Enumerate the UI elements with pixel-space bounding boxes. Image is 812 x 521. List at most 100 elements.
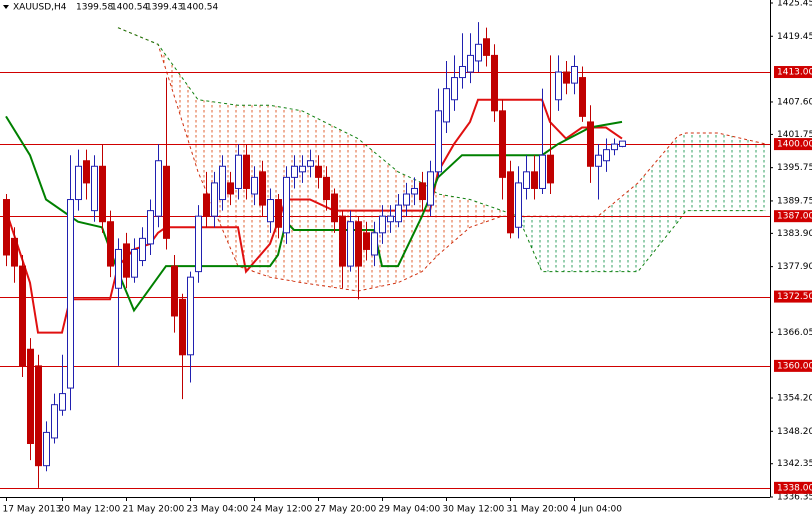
header: XAUUSD,H4 1399.58 1400.54 1399.43 1400.5…	[3, 3, 218, 13]
candle-body	[92, 166, 98, 210]
header-open: 1399.58	[76, 3, 113, 13]
candle-body	[612, 144, 618, 150]
symbol: XAUUSD,H4	[13, 3, 67, 13]
candle-body	[284, 177, 290, 232]
y-tick-label: 1407.60	[777, 97, 812, 107]
candle-body	[348, 222, 354, 266]
candle-body	[36, 366, 42, 466]
cloud-fill	[398, 172, 422, 283]
candle-body	[252, 177, 258, 194]
candle-body	[12, 238, 18, 266]
candle-body	[220, 166, 226, 199]
candle-body	[476, 44, 482, 61]
candle-body	[564, 72, 570, 83]
candle-body	[228, 183, 234, 194]
candle-body	[172, 266, 178, 316]
candle-body	[588, 122, 594, 166]
x-tick-label: 17 May 2013	[3, 505, 62, 515]
x-tick-label: 30 May 12:00	[443, 505, 505, 515]
y-tick-label: 1377.90	[777, 262, 812, 272]
x-tick-label: 29 May 04:00	[379, 505, 441, 515]
candle-body	[540, 155, 546, 188]
y-tick-label: 1389.75	[777, 196, 812, 206]
x-tick-label: 27 May 20:00	[315, 505, 377, 515]
candle-body	[316, 166, 322, 177]
candle-body	[484, 39, 490, 56]
candle-body	[124, 244, 130, 277]
y-tick-label: 1348.20	[777, 427, 812, 437]
candle-body	[100, 166, 106, 221]
candle-body	[204, 194, 210, 216]
candle-body	[340, 216, 346, 266]
header-high: 1400.54	[111, 3, 148, 13]
level-label: 1338.00	[777, 483, 812, 493]
candle-body	[452, 78, 458, 100]
y-tick-label: 1366.05	[777, 328, 812, 338]
candle-body	[420, 183, 426, 200]
y-tick-label: 1383.90	[777, 229, 812, 239]
level-label: 1400.00	[777, 140, 812, 150]
candle-body	[116, 249, 122, 288]
y-tick-label: 1354.20	[777, 394, 812, 404]
level-label: 1360.00	[777, 361, 812, 371]
candle-body	[60, 394, 66, 411]
candle-body	[524, 172, 530, 189]
candle-body	[20, 266, 26, 366]
x-tick-label: 4 Jun 04:00	[571, 505, 623, 515]
candle-body	[548, 155, 554, 183]
level-label: 1387.00	[777, 212, 812, 222]
candle-body	[148, 211, 154, 244]
candle-body	[388, 216, 394, 222]
candle-body	[596, 155, 602, 166]
header-close: 1400.54	[181, 3, 218, 13]
candle-body	[140, 238, 146, 260]
y-tick-label: 1336.35	[777, 493, 812, 503]
candle-body	[492, 55, 498, 110]
candle-body	[380, 216, 386, 233]
candle-body	[428, 172, 434, 205]
candle-body	[308, 161, 314, 167]
y-tick-label: 1419.45	[777, 32, 812, 42]
candle-body	[268, 200, 274, 222]
x-tick-label: 24 May 12:00	[251, 505, 313, 515]
candle-body	[236, 155, 242, 188]
candle-body	[108, 222, 114, 266]
level-label: 1372.50	[777, 292, 812, 302]
candle-body	[444, 89, 450, 122]
cloud-fill	[542, 216, 558, 271]
candle-body	[132, 249, 138, 277]
candle-body	[276, 200, 282, 228]
candle-body	[300, 166, 306, 172]
x-tick-label: 31 May 20:00	[507, 505, 569, 515]
candle-body	[52, 405, 58, 438]
candle-body	[76, 166, 82, 199]
x-tick-label: 23 May 04:00	[187, 505, 249, 515]
candle-body	[356, 222, 362, 266]
candle-body	[620, 141, 626, 146]
candle-body	[604, 150, 610, 161]
candle-body	[188, 277, 194, 355]
candle-body	[580, 78, 586, 117]
candle-body	[412, 188, 418, 194]
candle-body	[468, 55, 474, 72]
candle-body	[396, 205, 402, 222]
candle-body	[84, 161, 90, 183]
y-tick-label: 1342.35	[777, 459, 812, 469]
candle-body	[260, 172, 266, 205]
candle-body	[508, 172, 514, 233]
candle-body	[532, 172, 538, 189]
candle-body	[460, 66, 466, 77]
candle-body	[180, 299, 186, 354]
x-tick-label: 21 May 20:00	[123, 505, 185, 515]
level-label: 1413.00	[777, 68, 812, 78]
candle-body	[556, 72, 562, 100]
candle-body	[364, 233, 370, 250]
candle-body	[68, 200, 74, 389]
candle-body	[44, 432, 50, 465]
candle-body	[500, 111, 506, 178]
candle-body	[196, 216, 202, 271]
candle-body	[372, 233, 378, 255]
candle-body	[436, 111, 442, 172]
